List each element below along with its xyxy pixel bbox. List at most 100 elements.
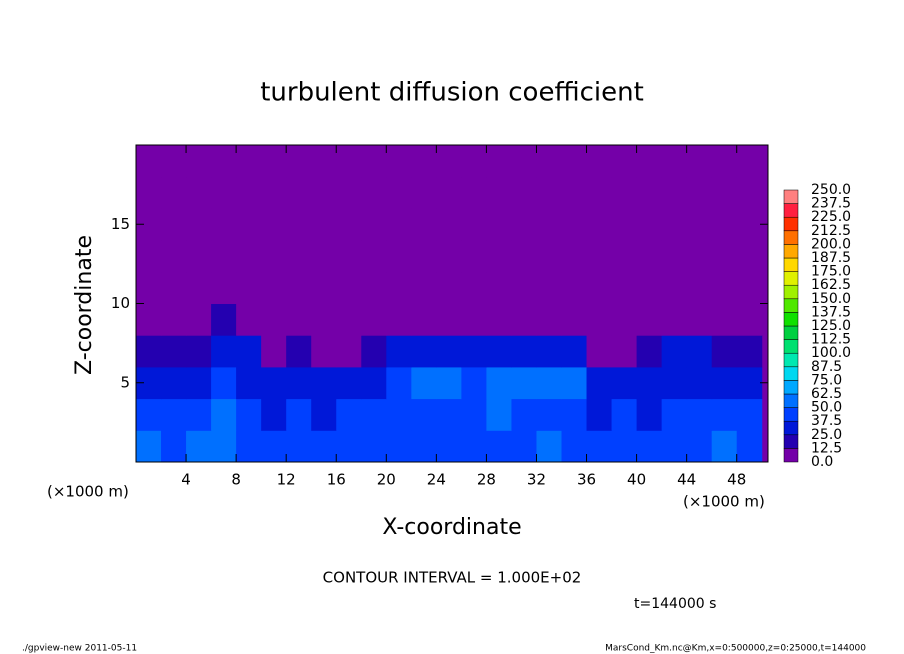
heatmap-cell bbox=[611, 240, 638, 273]
heatmap-cell bbox=[411, 240, 437, 273]
x-tick-label: 20 bbox=[377, 471, 396, 489]
heatmap-cell bbox=[336, 335, 362, 368]
heatmap-cell bbox=[361, 366, 387, 400]
heatmap-cell bbox=[736, 303, 763, 336]
heatmap-cell bbox=[386, 335, 412, 368]
heatmap-cell bbox=[686, 366, 713, 400]
heatmap-cell bbox=[286, 176, 312, 209]
heatmap-cell bbox=[586, 240, 613, 273]
colorbar-label: 87.5 bbox=[811, 359, 842, 375]
heatmap-cell bbox=[161, 240, 187, 273]
x-tick-label: 4 bbox=[181, 471, 191, 489]
heatmap-cell bbox=[186, 240, 212, 273]
heatmap-cell bbox=[411, 430, 437, 463]
heatmap-cell bbox=[411, 208, 437, 241]
heatmap-cell bbox=[461, 176, 487, 209]
heatmap-cell bbox=[561, 430, 588, 463]
heatmap-cell bbox=[286, 145, 312, 178]
heatmap-cell bbox=[561, 366, 588, 400]
heatmap-cell bbox=[211, 398, 237, 431]
colorbar-label: 150.0 bbox=[811, 291, 851, 307]
heatmap-cell bbox=[261, 145, 287, 178]
heatmap-cell bbox=[511, 271, 537, 304]
colorbar-swatch bbox=[783, 393, 799, 408]
heatmap-cell bbox=[261, 240, 287, 273]
heatmap-cell bbox=[511, 335, 537, 368]
heatmap-cell bbox=[561, 145, 588, 178]
heatmap-cell bbox=[161, 176, 187, 209]
heatmap-cell bbox=[561, 240, 588, 273]
colorbar-swatch bbox=[783, 352, 799, 368]
x-tick-label: 40 bbox=[627, 471, 646, 489]
heatmap-cell bbox=[661, 366, 688, 400]
heatmap-cell bbox=[536, 145, 563, 178]
heatmap-cell bbox=[661, 398, 688, 431]
heatmap-cell bbox=[486, 271, 512, 304]
x-tick-label: 28 bbox=[477, 471, 496, 489]
heatmap-cell bbox=[186, 271, 212, 304]
heatmap-cell bbox=[686, 271, 713, 304]
heatmap-cell bbox=[586, 208, 613, 241]
heatmap-cell bbox=[636, 145, 663, 178]
colorbar-swatch bbox=[783, 271, 799, 286]
colorbar-label: 62.5 bbox=[811, 386, 842, 402]
x-unit-label: (×1000 m) bbox=[683, 493, 765, 511]
y-tick-label: 10 bbox=[111, 294, 130, 312]
heatmap-cell bbox=[586, 145, 613, 178]
heatmap-cell bbox=[611, 335, 638, 368]
colorbar-label: 225.0 bbox=[811, 209, 851, 225]
heatmap-cell bbox=[336, 303, 362, 336]
x-tick-label: 24 bbox=[427, 471, 446, 489]
heatmap-cell bbox=[211, 335, 237, 368]
colorbar-swatch bbox=[783, 325, 799, 340]
heatmap-cell bbox=[711, 271, 738, 304]
heatmap-cell bbox=[361, 145, 387, 178]
heatmap-cell bbox=[686, 335, 713, 368]
heatmap-cell bbox=[536, 335, 563, 368]
heatmap-cell bbox=[561, 398, 588, 431]
footer-right: MarsCond_Km.nc@Km,x=0:500000,z=0:25000,t… bbox=[605, 644, 866, 654]
heatmap-cell bbox=[736, 176, 763, 209]
colorbar-swatch bbox=[783, 203, 799, 218]
heatmap-cell bbox=[386, 208, 412, 241]
colorbar-label: 212.5 bbox=[811, 223, 851, 239]
heatmap-cell bbox=[361, 335, 387, 368]
time-label: t=144000 s bbox=[634, 596, 716, 612]
heatmap-cell bbox=[336, 176, 362, 209]
heatmap-cell bbox=[436, 145, 462, 178]
heatmap-cell bbox=[611, 430, 638, 463]
heatmap-cell bbox=[386, 398, 412, 431]
colorbar-label: 175.0 bbox=[811, 264, 851, 280]
heatmap-cell bbox=[486, 176, 512, 209]
heatmap-cell bbox=[611, 398, 638, 431]
heatmap-cell bbox=[361, 303, 387, 336]
colorbar-swatch bbox=[783, 407, 799, 422]
heatmap-cell bbox=[261, 176, 287, 209]
heatmap-cell bbox=[436, 430, 462, 463]
heatmap-cell bbox=[661, 240, 688, 273]
heatmap-cell bbox=[586, 303, 613, 336]
x-tick-label: 36 bbox=[577, 471, 596, 489]
x-unit-label: (×1000 m) bbox=[47, 483, 129, 501]
heatmap-cell bbox=[461, 271, 487, 304]
heatmap-cell bbox=[411, 366, 437, 400]
heatmap-cell bbox=[561, 176, 588, 209]
heatmap-cell bbox=[736, 271, 763, 304]
heatmap-cell bbox=[311, 398, 337, 431]
heatmap-cell bbox=[311, 335, 337, 368]
heatmap-cell bbox=[686, 208, 713, 241]
heatmap-cell bbox=[136, 145, 162, 178]
heatmap-cell bbox=[511, 366, 537, 400]
heatmap-cell bbox=[611, 366, 638, 400]
colorbar-swatch bbox=[783, 420, 799, 436]
heatmap-cell bbox=[161, 208, 187, 241]
colorbar-label: 0.0 bbox=[811, 454, 833, 470]
y-tick-label: 5 bbox=[120, 373, 130, 391]
heatmap-cell bbox=[261, 335, 287, 368]
heatmap-cell bbox=[236, 335, 262, 368]
heatmap-cell bbox=[536, 271, 563, 304]
heatmap-cell bbox=[311, 303, 337, 336]
colorbar-label: 112.5 bbox=[811, 332, 851, 348]
heatmap-cell bbox=[536, 208, 563, 241]
heatmap-cell bbox=[386, 430, 412, 463]
